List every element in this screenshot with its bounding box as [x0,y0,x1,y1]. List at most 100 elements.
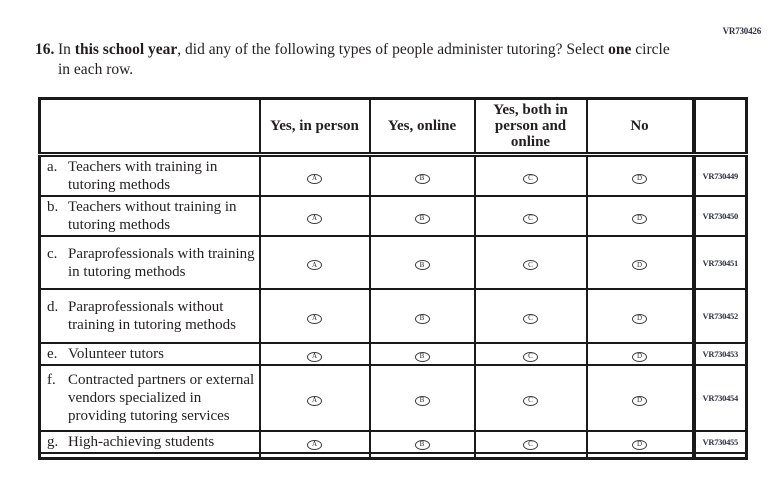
option-bubble-c[interactable]: C [523,439,538,450]
option-bubble-c[interactable]: C [523,173,538,184]
row-label-text: Paraprofessionals with training in tutor… [68,245,255,280]
option-bubble-d[interactable]: D [632,439,647,450]
question-block: 16. In this school year, did any of the … [35,40,680,80]
option-bubble-c[interactable]: C [523,213,538,224]
cell-f-yes-in-person: A [258,364,371,432]
row-letter: a. [47,159,58,175]
cut-off-row [38,452,748,458]
option-bubble-d[interactable]: D [632,260,647,270]
cell-e-yes-in-person: A [258,342,371,366]
cut-off-cell [258,452,371,458]
table-row-e: e. Volunteer tutors A B C D VR730453 [38,342,748,366]
row-code: VR730450 [691,195,748,237]
row-label-text: Volunteer tutors [68,346,164,362]
cell-b-yes-both: C [473,195,588,237]
option-bubble-a[interactable]: A [307,213,322,224]
cell-d-yes-online: B [368,288,476,344]
question-number: 16. [35,41,55,58]
row-label-text: High-achieving students [68,434,215,450]
column-header-blank [38,97,261,157]
row-label-c: c. Paraprofessionals with training in tut… [38,235,261,290]
row-letter: c. [47,245,58,262]
form-code: VR730426 [722,26,762,36]
row-code: VR730453 [691,342,748,366]
cell-a-yes-online: B [368,153,476,197]
cell-f-yes-online: B [368,364,476,432]
option-bubble-a[interactable]: A [307,260,322,270]
cell-a-yes-in-person: A [258,153,371,197]
option-bubble-d[interactable]: D [632,213,647,224]
option-bubble-c[interactable]: C [523,395,538,406]
option-bubble-d[interactable]: D [632,313,647,324]
question-segment-bold: one [608,41,632,58]
cell-d-yes-both: C [473,288,588,344]
row-letter: f. [47,372,56,388]
option-bubble-a[interactable]: A [307,395,322,406]
cell-e-no: D [585,342,695,366]
row-letter: d. [47,299,59,315]
row-label-text: Teachers with training in tutoring metho… [68,159,218,193]
option-bubble-b[interactable]: B [414,351,430,362]
option-bubble-c[interactable]: C [523,260,538,270]
row-label-text: Contracted partners or external vendors … [68,372,255,424]
row-label-text: Paraprofessionals without training in tu… [68,299,236,333]
row-code: VR730449 [691,153,748,197]
question-segment: circle in each row. [58,41,670,78]
header-row: Yes, in person Yes, online Yes, both in … [38,97,748,157]
cell-b-yes-in-person: A [258,195,371,237]
row-label-b: b. Teachers without training in tutoring … [38,195,261,237]
option-bubble-b[interactable]: B [414,213,430,224]
option-bubble-a[interactable]: A [307,439,322,450]
column-header-yes-both: Yes, both in person and online [473,97,588,157]
cell-e-yes-both: C [473,342,588,366]
cell-c-yes-online: B [368,235,476,290]
option-bubble-b[interactable]: B [414,395,430,406]
option-bubble-b[interactable]: B [414,260,430,270]
row-letter: b. [47,199,59,215]
option-bubble-d[interactable]: D [632,395,647,406]
option-bubble-d[interactable]: D [632,351,647,362]
cell-f-yes-both: C [473,364,588,432]
table-row-a: a. Teachers with training in tutoring met… [38,153,748,197]
option-bubble-b[interactable]: B [414,439,430,450]
cell-b-yes-online: B [368,195,476,237]
cut-off-cell [38,452,261,458]
cell-e-yes-online: B [368,342,476,366]
option-bubble-b[interactable]: B [414,173,430,184]
cell-g-no: D [585,430,695,454]
row-label-d: d. Paraprofessionals without training in … [38,288,261,344]
cell-a-yes-both: C [473,153,588,197]
cell-g-yes-online: B [368,430,476,454]
cut-off-cell [691,452,748,458]
row-code: VR730454 [691,364,748,432]
table-row-c: c. Paraprofessionals with training in tut… [38,235,748,290]
option-bubble-d[interactable]: D [632,173,647,184]
cell-g-yes-both: C [473,430,588,454]
cell-f-no: D [585,364,695,432]
row-code: VR730452 [691,288,748,344]
cell-d-no: D [585,288,695,344]
column-header-no: No [585,97,695,157]
column-header-yes-online: Yes, online [368,97,476,157]
column-header-code [691,97,748,157]
option-bubble-a[interactable]: A [307,313,322,324]
question-segment: In [58,41,75,58]
column-header-yes-in-person: Yes, in person [258,97,371,157]
option-bubble-b[interactable]: B [414,313,430,324]
table-row-g: g. High-achieving students A B C D VR7304… [38,430,748,454]
answer-table: Yes, in person Yes, online Yes, both in … [38,97,748,460]
cell-c-yes-in-person: A [258,235,371,290]
option-bubble-a[interactable]: A [307,351,322,362]
option-bubble-c[interactable]: C [523,313,538,324]
row-label-text: Teachers without training in tutoring me… [68,199,237,233]
question-segment-bold: this school year [74,41,178,58]
row-label-a: a. Teachers with training in tutoring met… [38,153,261,197]
cell-b-no: D [585,195,695,237]
option-bubble-a[interactable]: A [307,173,322,184]
row-letter: g. [47,434,59,450]
table-row-d: d. Paraprofessionals without training in … [38,288,748,344]
question-text: In this school year, did any of the foll… [58,40,680,80]
option-bubble-c[interactable]: C [523,351,538,362]
row-code: VR730451 [691,235,748,290]
